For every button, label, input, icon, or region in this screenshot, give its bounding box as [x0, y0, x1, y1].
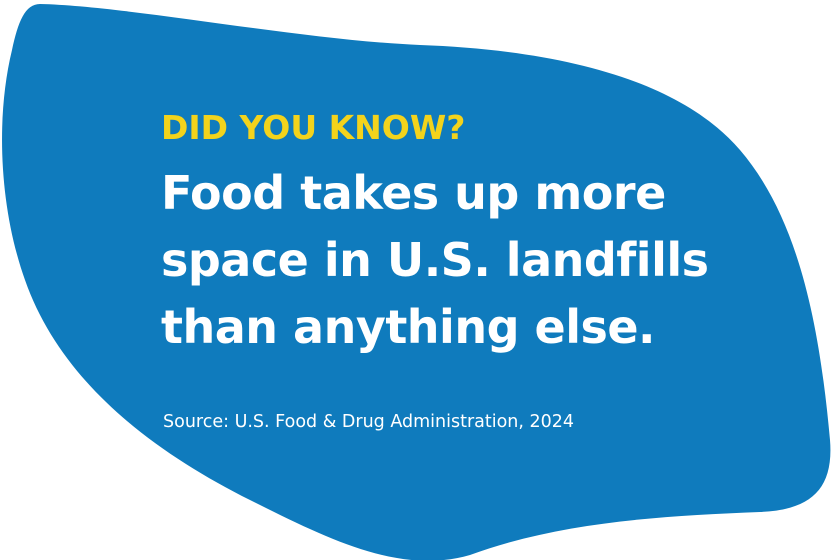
did-you-know-heading: DID YOU KNOW?: [161, 108, 466, 147]
headline-line-1: Food takes up more: [161, 166, 666, 220]
headline-line-3: than anything else.: [161, 300, 656, 354]
source-citation: Source: U.S. Food & Drug Administration,…: [163, 412, 575, 432]
fact-headline: Food takes up more space in U.S. landfil…: [161, 160, 801, 361]
callout-content: DID YOU KNOW? Food takes up more space i…: [161, 106, 801, 361]
headline-line-2: space in U.S. landfills: [161, 233, 709, 287]
